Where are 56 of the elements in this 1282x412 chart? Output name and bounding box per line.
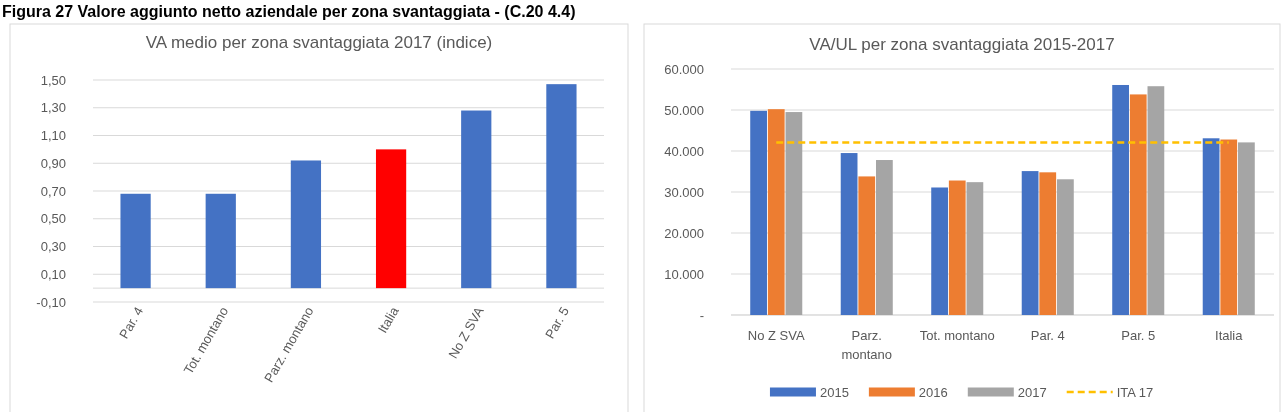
legend-label: 2015 bbox=[819, 384, 849, 400]
y-tick-label: - bbox=[699, 307, 704, 323]
x-tick-label: Parz. montano bbox=[841, 328, 893, 362]
y-tick-label: 50.000 bbox=[664, 102, 704, 118]
bar bbox=[1039, 172, 1057, 315]
x-tick-label: No Z SVA bbox=[747, 328, 805, 343]
y-tick-label: 1,10 bbox=[40, 128, 66, 144]
bar bbox=[1147, 86, 1165, 315]
bar bbox=[120, 193, 151, 289]
bar bbox=[876, 160, 893, 315]
x-tick-label: Tot. montano bbox=[919, 328, 995, 343]
x-tick-label: Par. 5 bbox=[541, 304, 572, 342]
y-tick-label: 1,30 bbox=[40, 100, 66, 116]
bar bbox=[546, 84, 577, 289]
bar bbox=[1021, 171, 1039, 315]
y-tick-label: 0,10 bbox=[40, 266, 66, 282]
bar bbox=[461, 110, 492, 289]
bar bbox=[375, 149, 407, 289]
bar bbox=[840, 153, 858, 315]
bar bbox=[1220, 139, 1238, 315]
y-tick-label: 30.000 bbox=[664, 184, 704, 200]
bar bbox=[931, 187, 948, 315]
bar bbox=[1202, 138, 1220, 315]
chart-title: VA medio per zona svantaggiata 2017 (indice) bbox=[145, 33, 493, 52]
y-tick-label: 0,90 bbox=[40, 155, 66, 171]
y-tick-label: -0,10 bbox=[36, 294, 66, 310]
y-tick-label: 60.000 bbox=[664, 61, 704, 77]
bar bbox=[858, 176, 876, 315]
x-tick-label: Par. 4 bbox=[1030, 328, 1065, 343]
legend-label: 2016 bbox=[918, 384, 948, 400]
bar bbox=[750, 110, 767, 315]
bar bbox=[205, 193, 236, 289]
y-tick-label: 20.000 bbox=[664, 225, 704, 241]
y-tick-label: 0,30 bbox=[40, 239, 66, 255]
bar bbox=[1129, 94, 1147, 315]
bar bbox=[948, 180, 966, 315]
bar bbox=[1238, 142, 1255, 315]
x-tick-label: Italia bbox=[1215, 328, 1244, 343]
x-tick-label: No Z SVA bbox=[445, 304, 487, 361]
x-tick-label: Par. 5 bbox=[1121, 328, 1156, 343]
y-tick-label: 0,50 bbox=[40, 211, 66, 227]
y-tick-label: 1,50 bbox=[40, 72, 66, 88]
bar bbox=[767, 109, 785, 315]
legend-label: 2017 bbox=[1017, 384, 1047, 400]
y-tick-label: 0,70 bbox=[40, 183, 66, 199]
y-tick-label: 40.000 bbox=[664, 143, 704, 159]
bar bbox=[290, 160, 322, 289]
text: Figura 27 Valore aggiunto netto aziendale per zona svantaggiata - (C.20 4.4) bbox=[2, 3, 576, 20]
bar bbox=[1057, 179, 1074, 315]
bar bbox=[966, 182, 984, 315]
legend-label: ITA 17 bbox=[1116, 384, 1154, 400]
bar bbox=[785, 112, 803, 315]
chart-title: VA/UL per zona svantaggiata 2015-2017 bbox=[809, 35, 1115, 54]
y-tick-label: 10.000 bbox=[664, 266, 704, 282]
bar bbox=[1112, 84, 1129, 315]
x-tick-label: Par. 4 bbox=[116, 304, 147, 342]
